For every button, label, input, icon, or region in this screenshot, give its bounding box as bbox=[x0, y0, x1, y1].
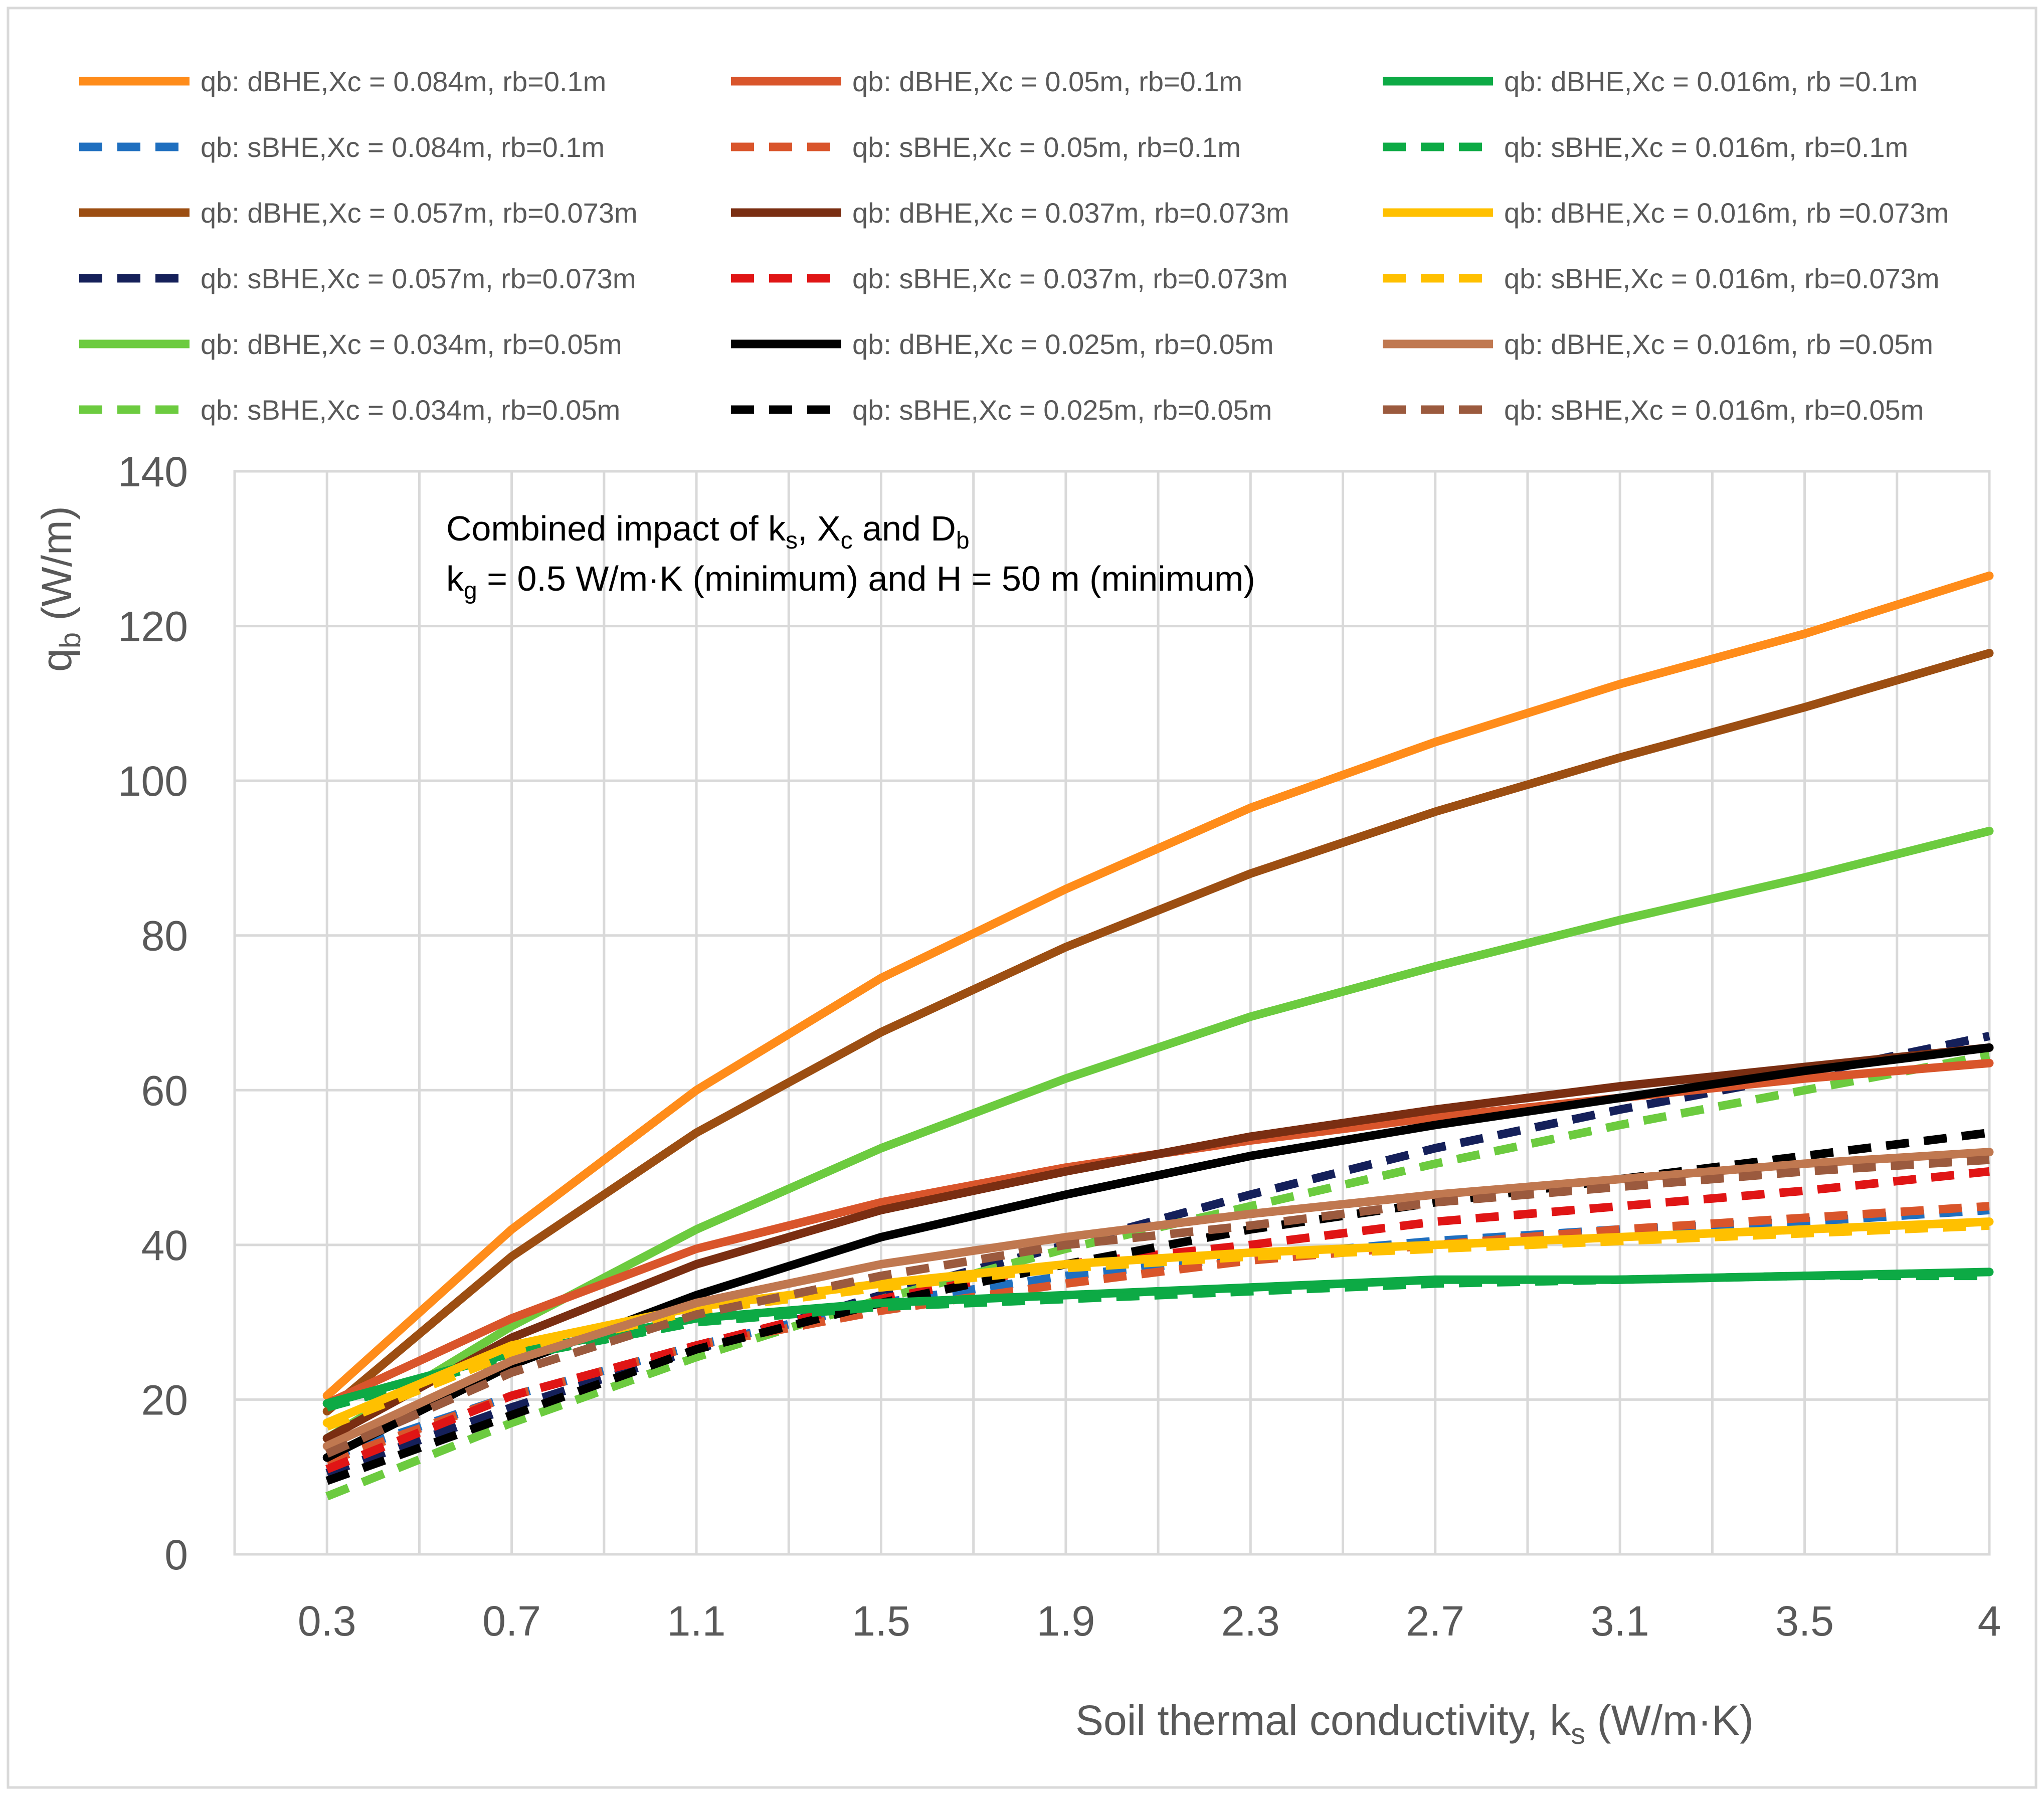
legend-item: qb: sBHE,Xc = 0.025m, rb=0.05m bbox=[731, 394, 1272, 426]
legend-item: qb: sBHE,Xc = 0.016m, rb=0.073m bbox=[1383, 263, 1939, 294]
plot-area-frame bbox=[233, 470, 1991, 1556]
series-line bbox=[322, 826, 1994, 1443]
legend-label: qb: sBHE,Xc = 0.016m, rb=0.05m bbox=[1504, 394, 1924, 426]
legend-item: qb: sBHE,Xc = 0.057m, rb=0.073m bbox=[79, 263, 636, 294]
x-tick-label: 0.7 bbox=[482, 1597, 541, 1645]
chart-annotation-line2: kg = 0.5 W/m·K (minimum) and H = 50 m (m… bbox=[446, 559, 1255, 604]
x-tick-label: 1.5 bbox=[852, 1597, 910, 1645]
legend-item: qb: dBHE,Xc = 0.05m, rb=0.1m bbox=[731, 66, 1242, 97]
legend-item: qb: sBHE,Xc = 0.016m, rb=0.05m bbox=[1383, 394, 1924, 426]
series-line bbox=[325, 1272, 1989, 1412]
x-tick-label: 1.9 bbox=[1037, 1597, 1095, 1645]
legend-label: qb: sBHE,Xc = 0.016m, rb=0.1m bbox=[1504, 131, 1908, 163]
x-tick-label: 0.3 bbox=[298, 1597, 356, 1645]
legend-item: qb: dBHE,Xc = 0.025m, rb=0.05m bbox=[731, 328, 1273, 360]
y-tick-label: 0 bbox=[164, 1531, 188, 1578]
x-tick-label: 2.3 bbox=[1221, 1597, 1280, 1645]
y-tick-label: 140 bbox=[118, 448, 188, 495]
legend-item: qb: dBHE,Xc = 0.057m, rb=0.073m bbox=[79, 197, 638, 229]
axes: 0 20 40 60 80 100 120 140 0.3 0.7 1.1 1.5 1.9 2.3 2.7 3… bbox=[118, 448, 2001, 1645]
x-tick-label: 3.5 bbox=[1775, 1597, 1834, 1645]
y-tick-label: 40 bbox=[141, 1222, 188, 1269]
legend-label: qb: sBHE,Xc = 0.034m, rb=0.05m bbox=[201, 394, 620, 426]
legend-label: qb: sBHE,Xc = 0.057m, rb=0.073m bbox=[201, 263, 636, 294]
series-line bbox=[325, 1202, 1990, 1466]
legend-item: qb: sBHE,Xc = 0.037m, rb=0.073m bbox=[731, 263, 1287, 294]
series-line bbox=[325, 1155, 1990, 1458]
series-line bbox=[325, 1167, 1990, 1474]
legend-label: qb: sBHE,Xc = 0.025m, rb=0.05m bbox=[852, 394, 1272, 426]
legend-item: qb: dBHE,Xc = 0.016m, rb =0.1m bbox=[1383, 66, 1918, 97]
legend-label: qb: dBHE,Xc = 0.05m, rb=0.1m bbox=[852, 66, 1242, 97]
legend-item: qb: dBHE,Xc = 0.016m, rb =0.05m bbox=[1383, 328, 1933, 360]
legend-label: qb: dBHE,Xc = 0.057m, rb=0.073m bbox=[201, 197, 638, 229]
legend-item: qb: sBHE,Xc = 0.034m, rb=0.05m bbox=[79, 394, 620, 426]
legend-item: qb: sBHE,Xc = 0.016m, rb=0.1m bbox=[1383, 131, 1908, 163]
x-tick-label: 1.1 bbox=[667, 1597, 726, 1645]
legend-label: qb: dBHE,Xc = 0.016m, rb =0.1m bbox=[1504, 66, 1918, 97]
y-tick-label: 60 bbox=[141, 1067, 188, 1114]
x-tick-label: 3.1 bbox=[1591, 1597, 1649, 1645]
legend-label: qb: dBHE,Xc = 0.084m, rb=0.1m bbox=[201, 66, 606, 97]
y-axis-title: qb (W/m) bbox=[33, 506, 87, 672]
legend-label: qb: sBHE,Xc = 0.084m, rb=0.1m bbox=[201, 131, 605, 163]
legend-label: qb: dBHE,Xc = 0.037m, rb=0.073m bbox=[852, 197, 1289, 229]
legend-label: qb: dBHE,Xc = 0.016m, rb =0.073m bbox=[1504, 197, 1949, 229]
legend-item: qb: sBHE,Xc = 0.05m, rb=0.1m bbox=[731, 131, 1241, 163]
y-tick-label: 20 bbox=[141, 1376, 188, 1423]
legend-label: qb: sBHE,Xc = 0.016m, rb=0.073m bbox=[1504, 263, 1939, 294]
series-line bbox=[322, 1043, 1994, 1443]
y-tick-label: 100 bbox=[118, 758, 188, 805]
legend: qb: dBHE,Xc = 0.084m, rb=0.1m qb: dBHE,Xc… bbox=[79, 66, 1949, 426]
y-tick-label: 120 bbox=[118, 603, 188, 650]
series-line bbox=[322, 571, 1994, 1400]
legend-item: qb: dBHE,Xc = 0.084m, rb=0.1m bbox=[79, 66, 606, 97]
legend-item: qb: dBHE,Xc = 0.037m, rb=0.073m bbox=[731, 197, 1289, 229]
legend-label: qb: dBHE,Xc = 0.034m, rb=0.05m bbox=[201, 328, 622, 360]
x-axis-title: Soil thermal conductivity, ks (W/m·K) bbox=[1075, 1697, 1754, 1750]
chart-annotation-line1: Combined impact of ks, Xc and Db bbox=[446, 509, 970, 554]
legend-label: qb: sBHE,Xc = 0.05m, rb=0.1m bbox=[852, 131, 1241, 163]
y-tick-label: 80 bbox=[141, 913, 188, 960]
legend-item: qb: sBHE,Xc = 0.084m, rb=0.1m bbox=[79, 131, 605, 163]
series-line bbox=[322, 649, 1994, 1416]
legend-item: qb: dBHE,Xc = 0.016m, rb =0.073m bbox=[1383, 197, 1949, 229]
legend-label: qb: dBHE,Xc = 0.016m, rb =0.05m bbox=[1504, 328, 1933, 360]
series-lines bbox=[322, 571, 1994, 1501]
legend-label: qb: dBHE,Xc = 0.025m, rb=0.05m bbox=[852, 328, 1273, 360]
legend-item: qb: dBHE,Xc = 0.034m, rb=0.05m bbox=[79, 328, 622, 360]
x-tick-label: 4 bbox=[1978, 1597, 2001, 1645]
series-line bbox=[325, 1221, 1990, 1431]
legend-label: qb: sBHE,Xc = 0.037m, rb=0.073m bbox=[852, 263, 1287, 294]
x-tick-label: 2.7 bbox=[1406, 1597, 1464, 1645]
series-line bbox=[322, 1148, 1994, 1451]
